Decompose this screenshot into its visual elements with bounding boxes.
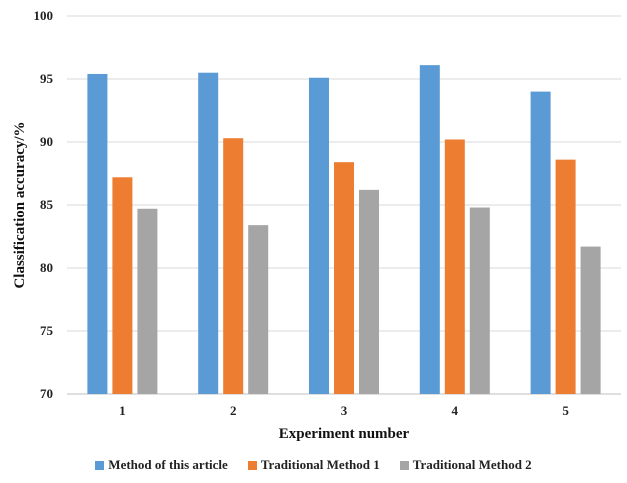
- bar: [580, 246, 601, 394]
- bar: [469, 207, 490, 394]
- bar: [555, 159, 576, 394]
- x-tick-label: 2: [230, 403, 237, 418]
- x-tick-label: 5: [562, 403, 569, 418]
- y-axis-title: Classification accuracy/%: [12, 121, 28, 288]
- bar: [248, 225, 269, 394]
- y-tick-label: 85: [40, 197, 54, 212]
- y-tick-labels: 70 75 80 85 90 95 100: [34, 8, 54, 401]
- x-axis-title: Experiment number: [279, 426, 410, 442]
- bar: [309, 77, 329, 395]
- bar: [137, 208, 158, 394]
- legend-label: Traditional Method 2: [412, 457, 532, 473]
- bar: [444, 139, 465, 394]
- legend-item: Traditional Method 1: [247, 457, 380, 473]
- x-tick-labels: 1 2 3 4 5: [119, 403, 569, 418]
- legend-item: Traditional Method 2: [399, 457, 532, 473]
- y-tick-label: 80: [40, 260, 53, 275]
- legend: Method of this article Traditional Method…: [0, 456, 627, 473]
- legend-swatch: [247, 460, 257, 470]
- bar: [87, 73, 108, 395]
- bar: [198, 72, 219, 394]
- x-tick-label: 3: [341, 403, 348, 418]
- bar: [223, 138, 244, 394]
- y-tick-label: 70: [40, 386, 53, 401]
- bar: [419, 65, 440, 394]
- legend-label: Method of this article: [108, 457, 228, 473]
- y-tick-label: 75: [40, 323, 54, 338]
- y-tick-label: 100: [34, 8, 54, 23]
- legend-label: Traditional Method 1: [260, 457, 380, 473]
- bar: [334, 162, 354, 394]
- bars: [87, 65, 601, 395]
- bar: [112, 177, 133, 394]
- x-tick-label: 1: [119, 403, 126, 418]
- bar: [359, 189, 379, 394]
- legend-swatch: [95, 460, 105, 470]
- legend-swatch: [399, 460, 409, 470]
- y-tick-label: 90: [40, 134, 53, 149]
- legend-item: Method of this article: [95, 457, 228, 473]
- bar: [530, 91, 551, 394]
- x-tick-label: 4: [452, 403, 459, 418]
- y-tick-label: 95: [40, 71, 54, 86]
